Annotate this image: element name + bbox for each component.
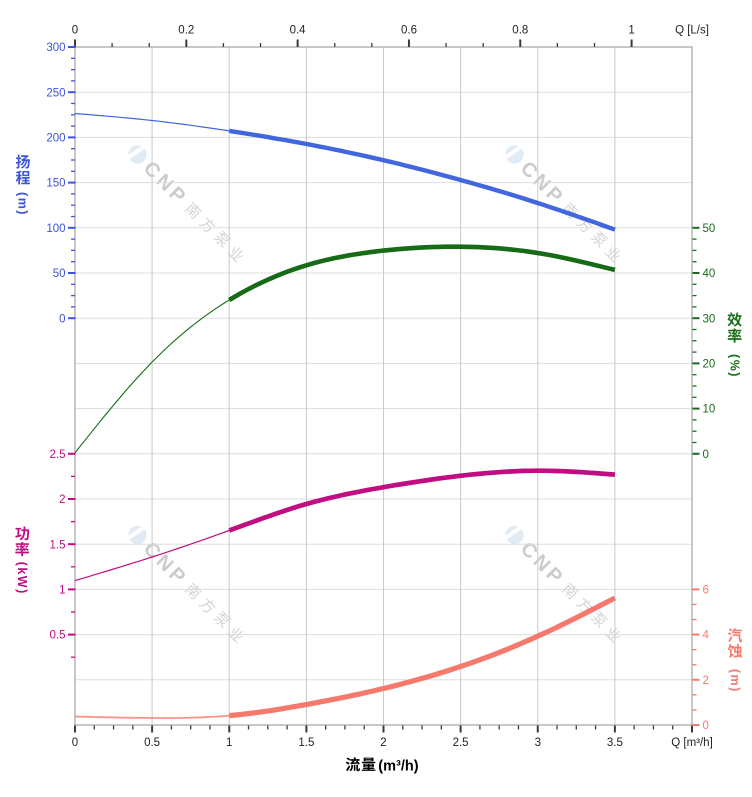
svg-text:Q [m³/h]: Q [m³/h] xyxy=(671,737,713,749)
svg-text:200: 200 xyxy=(46,133,65,145)
svg-text:0.5: 0.5 xyxy=(50,630,66,642)
svg-text:250: 250 xyxy=(46,87,65,99)
svg-text:4: 4 xyxy=(703,630,710,642)
svg-text:Q [L/s]: Q [L/s] xyxy=(675,25,709,37)
svg-text:0.6: 0.6 xyxy=(401,25,417,37)
svg-text:100: 100 xyxy=(46,223,65,235)
svg-text:0: 0 xyxy=(703,720,709,732)
svg-text:1: 1 xyxy=(628,25,634,37)
svg-text:20: 20 xyxy=(703,359,716,371)
svg-text:30: 30 xyxy=(703,313,716,325)
svg-text:2: 2 xyxy=(380,737,386,749)
svg-text:50: 50 xyxy=(53,268,66,280)
svg-text:(m³/h): (m³/h) xyxy=(378,758,418,774)
svg-text:0: 0 xyxy=(72,737,78,749)
svg-text:50: 50 xyxy=(703,223,716,235)
svg-text:0: 0 xyxy=(703,449,709,461)
svg-text:0: 0 xyxy=(59,313,65,325)
svg-text:2.5: 2.5 xyxy=(50,449,66,461)
svg-text:6: 6 xyxy=(703,585,709,597)
svg-text:1.5: 1.5 xyxy=(298,737,314,749)
svg-text:0.8: 0.8 xyxy=(512,25,528,37)
svg-text:(%): (%) xyxy=(728,354,742,378)
svg-text:0: 0 xyxy=(72,25,78,37)
svg-text:0.2: 0.2 xyxy=(178,25,194,37)
svg-text:2: 2 xyxy=(703,675,709,687)
svg-text:150: 150 xyxy=(46,178,65,190)
svg-text:40: 40 xyxy=(703,268,716,280)
svg-text:1: 1 xyxy=(59,585,65,597)
svg-text:3.5: 3.5 xyxy=(607,737,623,749)
svg-text:10: 10 xyxy=(703,404,716,416)
svg-text:(m): (m) xyxy=(16,192,30,216)
svg-text:2: 2 xyxy=(59,494,65,506)
svg-text:2.5: 2.5 xyxy=(453,737,469,749)
svg-text:0.5: 0.5 xyxy=(144,737,160,749)
svg-text:300: 300 xyxy=(46,42,65,54)
svg-text:1.5: 1.5 xyxy=(50,539,66,551)
svg-text:3: 3 xyxy=(535,737,541,749)
svg-text:0.4: 0.4 xyxy=(290,25,307,37)
svg-text:(m): (m) xyxy=(728,669,742,693)
svg-text:(kW): (kW) xyxy=(15,562,29,595)
svg-text:1: 1 xyxy=(226,737,232,749)
